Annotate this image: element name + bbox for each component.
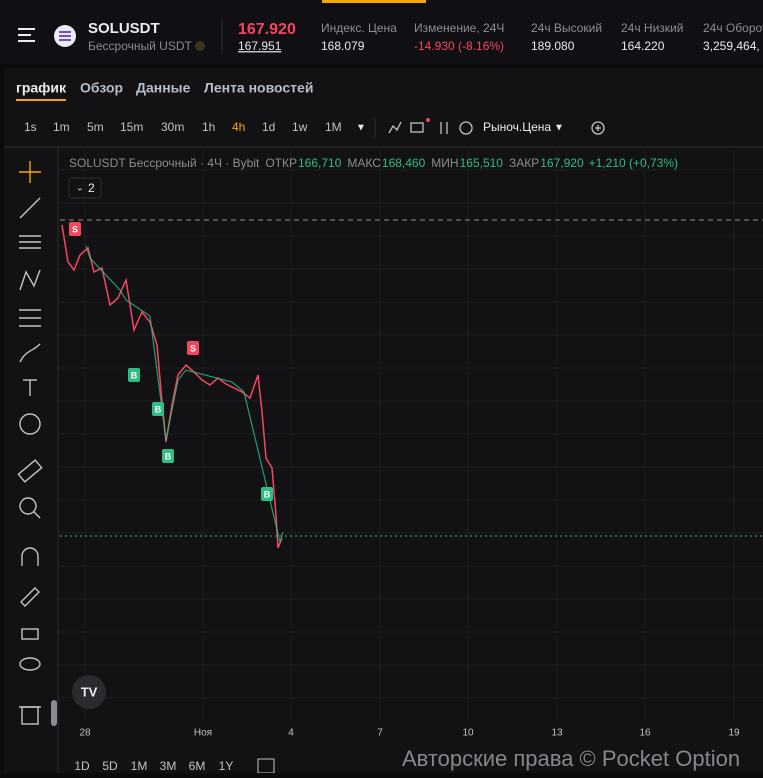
toolbar-collapse[interactable] — [51, 700, 57, 726]
indicator-caret[interactable]: ⌄ — [76, 182, 84, 192]
tab[interactable]: Лента новостей — [204, 80, 313, 96]
tradingview-logo[interactable] — [72, 675, 106, 709]
price-line-series-up — [85, 245, 284, 545]
legend-change: +1,210 (+0,73%) — [589, 156, 678, 170]
mark-price: 167.951 — [238, 39, 282, 53]
active-tab-underline — [16, 99, 66, 101]
stat-label: 24ч Высокий — [531, 21, 602, 35]
interval[interactable]: 30m — [161, 120, 184, 134]
tab[interactable]: график — [16, 80, 67, 96]
x-axis-label: Ноя — [194, 728, 212, 739]
toolbar-icons[interactable] — [388, 121, 605, 135]
price-type[interactable]: Рыноч.Цена — [483, 120, 551, 134]
signal-label: B — [155, 404, 162, 414]
x-axis-label: 13 — [551, 728, 563, 739]
stat-label: 24ч Низкий — [621, 21, 683, 35]
header-bar — [0, 0, 763, 64]
interval[interactable]: 15m — [120, 120, 143, 134]
header-indicator — [322, 0, 426, 3]
last-price: 167.920 — [238, 21, 296, 38]
stat-label: 24ч Оборот — [703, 21, 763, 35]
symbol: SOLUSDT — [88, 20, 160, 37]
chart-panel — [4, 68, 763, 773]
price-type-caret[interactable]: ▼ — [554, 123, 564, 134]
stat-value: 3,259,464, — [703, 39, 760, 53]
subtitle: Бессрочный USDT — [88, 39, 193, 53]
coin-logo-mark — [59, 31, 71, 41]
ohlc-label: МАКС — [347, 156, 381, 170]
interval[interactable]: 1h — [202, 120, 215, 134]
signal-badge — [162, 449, 174, 463]
range-button[interactable]: 5D — [102, 759, 118, 773]
ohlc-label: МИН — [431, 156, 458, 170]
stat-label: Индекс. Цена — [321, 21, 397, 35]
x-axis-label: 4 — [288, 728, 294, 739]
signal-label: B — [131, 370, 138, 380]
range-button[interactable]: 3M — [160, 759, 177, 773]
x-axis-label: 16 — [639, 728, 651, 739]
x-axis-label: 10 — [462, 728, 474, 739]
x-axis-label: 7 — [377, 728, 383, 739]
interval[interactable]: 1m — [53, 120, 70, 134]
range-button[interactable]: 1M — [131, 759, 148, 773]
indicator-toggle[interactable] — [68, 177, 102, 199]
ohlc-value: 166,710 — [298, 156, 342, 170]
x-axis-label: 28 — [79, 728, 91, 739]
tab[interactable]: Обзор — [80, 80, 123, 96]
info-icon[interactable] — [195, 41, 205, 51]
stat-label: Изменение, 24Ч — [414, 21, 504, 35]
tradingview-logo-text: TV — [81, 684, 98, 699]
interval[interactable]: 5m — [87, 120, 104, 134]
tab[interactable]: Данные — [136, 80, 191, 96]
stat-value: 189.080 — [531, 39, 575, 53]
signal-badge — [69, 222, 81, 236]
interval[interactable]: 1s — [24, 120, 37, 134]
legend: SOLUSDT Бессрочный · 4Ч · Bybit ОТКР166,7… — [69, 156, 678, 170]
indicator-count[interactable]: 2 — [88, 181, 95, 195]
price-line-series — [61, 224, 283, 549]
interval[interactable]: 4h — [232, 120, 245, 134]
range-button[interactable]: 1Y — [219, 759, 234, 773]
menu-button[interactable] — [18, 28, 35, 42]
signal-badge — [261, 487, 273, 501]
stat-value: -14.930 (-8.16%) — [414, 39, 504, 53]
drawing-tools[interactable] — [17, 161, 43, 725]
signal-badge — [187, 341, 199, 355]
stat-value: 164.220 — [621, 39, 665, 53]
range-button[interactable]: 6M — [189, 759, 206, 773]
interval-dropdown[interactable]: ▼ — [356, 123, 366, 134]
interval[interactable]: 1w — [292, 120, 308, 134]
ohlc-value: 165,510 — [460, 156, 504, 170]
signal-badge — [152, 402, 164, 416]
range-button[interactable]: 1D — [74, 759, 90, 773]
stat-value: 168.079 — [321, 39, 365, 53]
legend-title: SOLUSDT Бессрочный · 4Ч · Bybit — [69, 156, 260, 170]
ohlc-label: ОТКР — [265, 156, 297, 170]
signal-badge — [128, 368, 140, 382]
x-axis-label: 19 — [728, 728, 740, 739]
watermark: Авторские права © Pocket Option — [402, 746, 740, 771]
alert-dot — [426, 118, 430, 122]
signal-label: B — [165, 451, 172, 461]
interval[interactable]: 1M — [325, 120, 342, 134]
ohlc-label: ЗАКР — [509, 156, 539, 170]
ohlc-value: 167,920 — [540, 156, 584, 170]
signal-label: B — [264, 489, 271, 499]
ohlc-value: 168,460 — [382, 156, 426, 170]
signal-label: S — [72, 224, 78, 234]
signal-label: S — [190, 343, 196, 353]
interval[interactable]: 1d — [262, 120, 275, 134]
